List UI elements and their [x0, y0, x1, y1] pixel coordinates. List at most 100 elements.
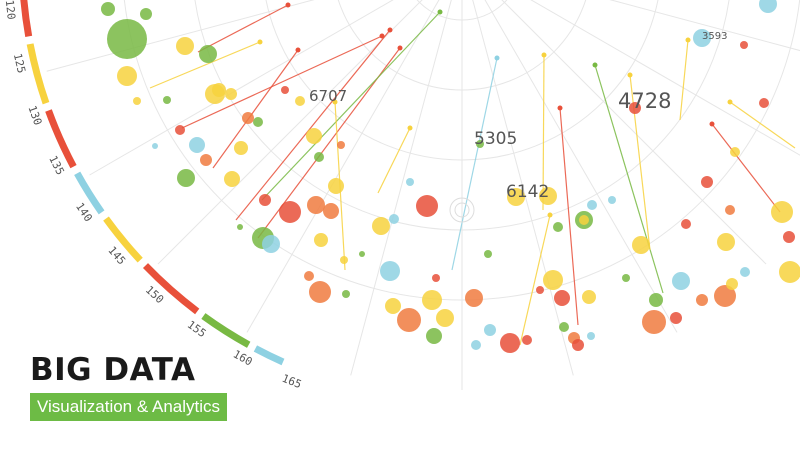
number-label: 3593 — [702, 31, 727, 42]
data-dot — [212, 83, 226, 97]
data-line-end — [379, 33, 385, 39]
ring-segment — [253, 345, 285, 366]
grid-spoke — [530, 0, 800, 156]
data-dot — [397, 308, 421, 332]
data-dot — [779, 261, 800, 283]
data-line — [149, 41, 261, 89]
data-line — [559, 107, 579, 326]
page-title: BIG DATA — [30, 352, 196, 388]
data-dot — [314, 152, 324, 162]
data-line — [729, 101, 796, 149]
data-dot — [295, 96, 305, 106]
data-line-end — [709, 121, 715, 127]
data-dot — [177, 169, 195, 187]
data-dot — [323, 203, 339, 219]
data-dot — [309, 281, 331, 303]
data-dot — [771, 201, 793, 223]
data-dot — [539, 187, 557, 205]
data-line-end — [407, 125, 413, 131]
data-line — [711, 123, 781, 213]
data-dot — [200, 154, 212, 166]
data-dot — [307, 196, 325, 214]
data-dot — [279, 201, 301, 223]
data-dot — [199, 45, 217, 63]
data-line-end — [257, 39, 263, 45]
data-dot — [559, 322, 569, 332]
data-lines — [149, 2, 796, 346]
data-dot — [579, 215, 589, 225]
grid-spoke — [157, 0, 423, 265]
data-dot — [759, 98, 769, 108]
ring-tick-label: 120 — [3, 0, 18, 20]
data-dot — [225, 88, 237, 100]
data-dot — [234, 141, 248, 155]
data-line-end — [387, 27, 393, 33]
data-dot — [642, 310, 666, 334]
data-dot — [740, 267, 750, 277]
data-dot — [507, 188, 525, 206]
data-dot — [133, 97, 141, 105]
number-label: 6142 — [506, 182, 549, 202]
data-dot — [359, 251, 365, 257]
data-line — [679, 39, 689, 121]
data-dot — [726, 278, 738, 290]
data-dot — [389, 214, 399, 224]
ring-segment — [74, 171, 105, 215]
data-dot — [670, 312, 682, 324]
data-dot — [701, 176, 713, 188]
data-line — [377, 127, 411, 194]
grid-spoke — [89, 0, 394, 176]
data-line-end — [285, 2, 291, 8]
data-dot — [189, 137, 205, 153]
ring-tick-label: 125 — [11, 52, 28, 74]
ring-segment — [26, 43, 50, 105]
data-dot — [500, 333, 520, 353]
data-dot — [342, 290, 350, 298]
ring-segment — [142, 263, 200, 315]
data-dot — [587, 200, 597, 210]
data-dot — [553, 222, 563, 232]
data-dot — [432, 274, 440, 282]
data-line-end — [592, 62, 598, 68]
data-dot — [554, 290, 570, 306]
data-dot — [340, 256, 348, 264]
data-dot — [693, 29, 711, 47]
data-dot — [107, 19, 147, 59]
data-dot — [242, 112, 254, 124]
data-dot — [304, 271, 314, 281]
data-line-end — [332, 99, 338, 105]
ring-segment — [45, 109, 77, 169]
ring-tick-label: 130 — [25, 104, 44, 127]
grid-spoke — [246, 0, 440, 333]
page-subtitle: Visualization & Analytics — [30, 393, 228, 421]
data-line-end — [685, 37, 691, 43]
data-dot — [416, 195, 438, 217]
data-dot-outline — [449, 197, 475, 223]
data-dot — [237, 224, 243, 230]
ring-tick-label: 135 — [46, 154, 67, 178]
ring-segment — [201, 313, 251, 348]
data-dot — [101, 2, 115, 16]
data-dot-outline — [454, 202, 470, 218]
data-dot — [140, 8, 152, 20]
data-dot — [740, 41, 748, 49]
data-dot — [587, 332, 595, 340]
data-dot — [152, 143, 158, 149]
data-line-end — [541, 52, 547, 58]
data-dot — [422, 290, 442, 310]
data-dot — [163, 96, 171, 104]
data-dot — [372, 217, 390, 235]
data-dot — [783, 231, 795, 243]
data-dot — [582, 290, 596, 304]
grid-spoke — [609, 0, 800, 52]
data-dot — [476, 140, 484, 148]
data-dot — [380, 261, 400, 281]
data-dot — [717, 233, 735, 251]
data-line-end — [727, 99, 733, 105]
data-dot — [681, 219, 691, 229]
number-label: 4728 — [618, 89, 671, 113]
data-dot — [306, 128, 322, 144]
data-dot — [730, 147, 740, 157]
data-line — [212, 49, 299, 169]
